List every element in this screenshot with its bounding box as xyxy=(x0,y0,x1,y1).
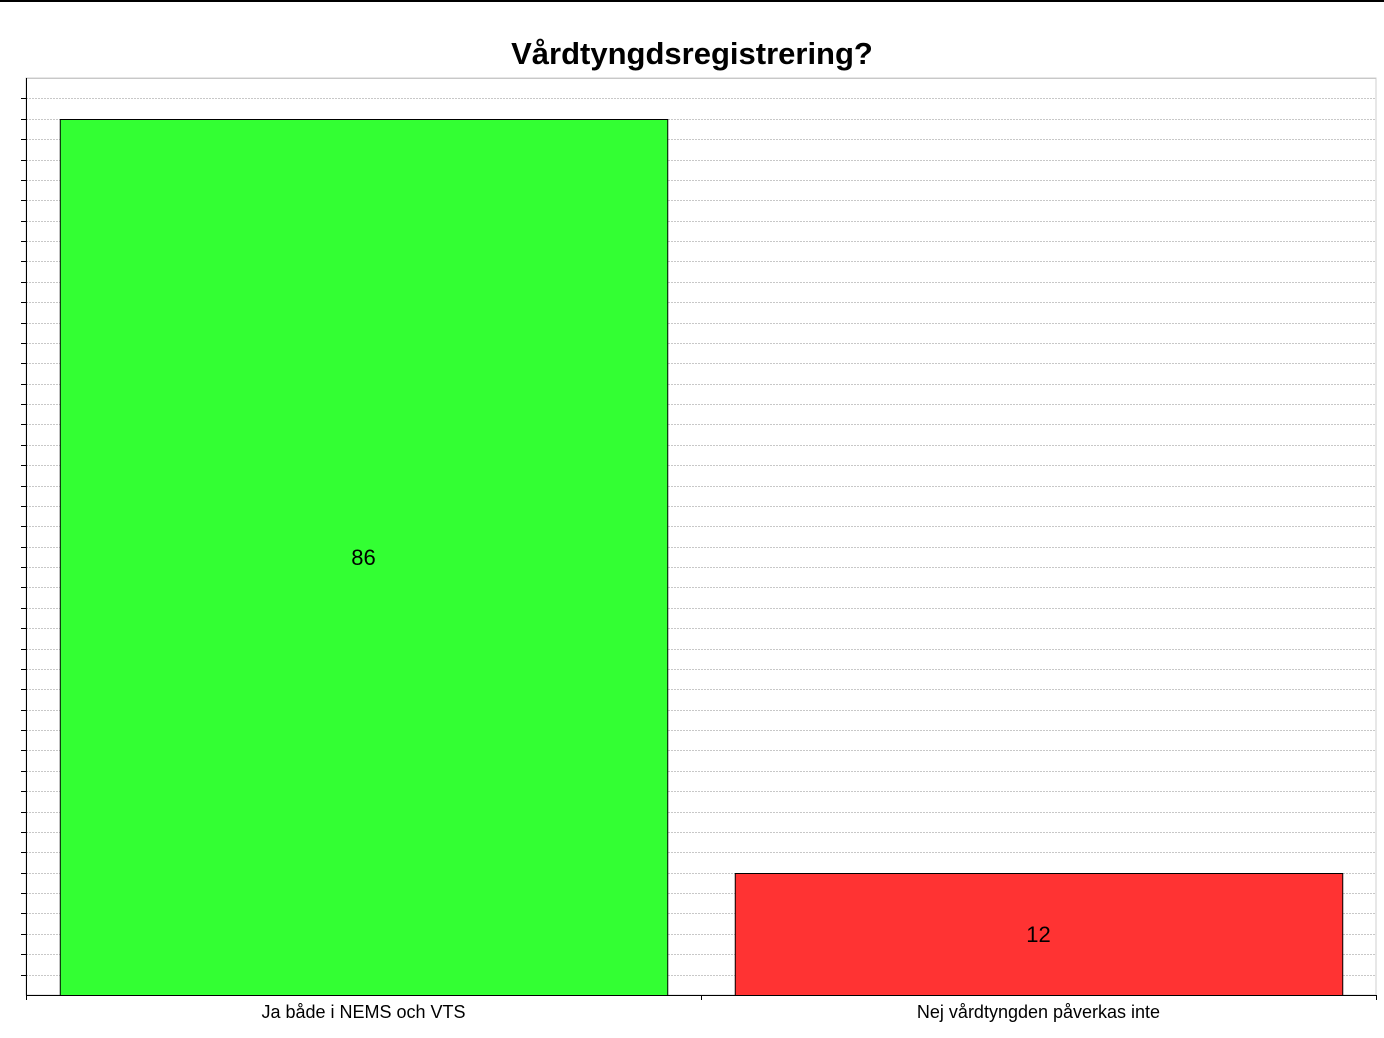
x-tick-label-2: Nej vårdtyngden påverkas inte xyxy=(917,1002,1160,1022)
labels: 86 Ja både i NEMS och VTS 12 Nej vårdtyngde… xyxy=(261,545,1160,1022)
x-tick-label-1: Ja både i NEMS och VTS xyxy=(261,1002,465,1022)
bar-1 xyxy=(59,119,669,996)
bars xyxy=(59,119,1344,996)
data-label-2: 12 xyxy=(1026,922,1050,947)
top-border xyxy=(0,0,1384,2)
bar-2 xyxy=(734,873,1344,996)
chart-title: Vårdtyngdsregistrering? xyxy=(511,36,873,71)
data-label-1: 86 xyxy=(351,545,375,570)
